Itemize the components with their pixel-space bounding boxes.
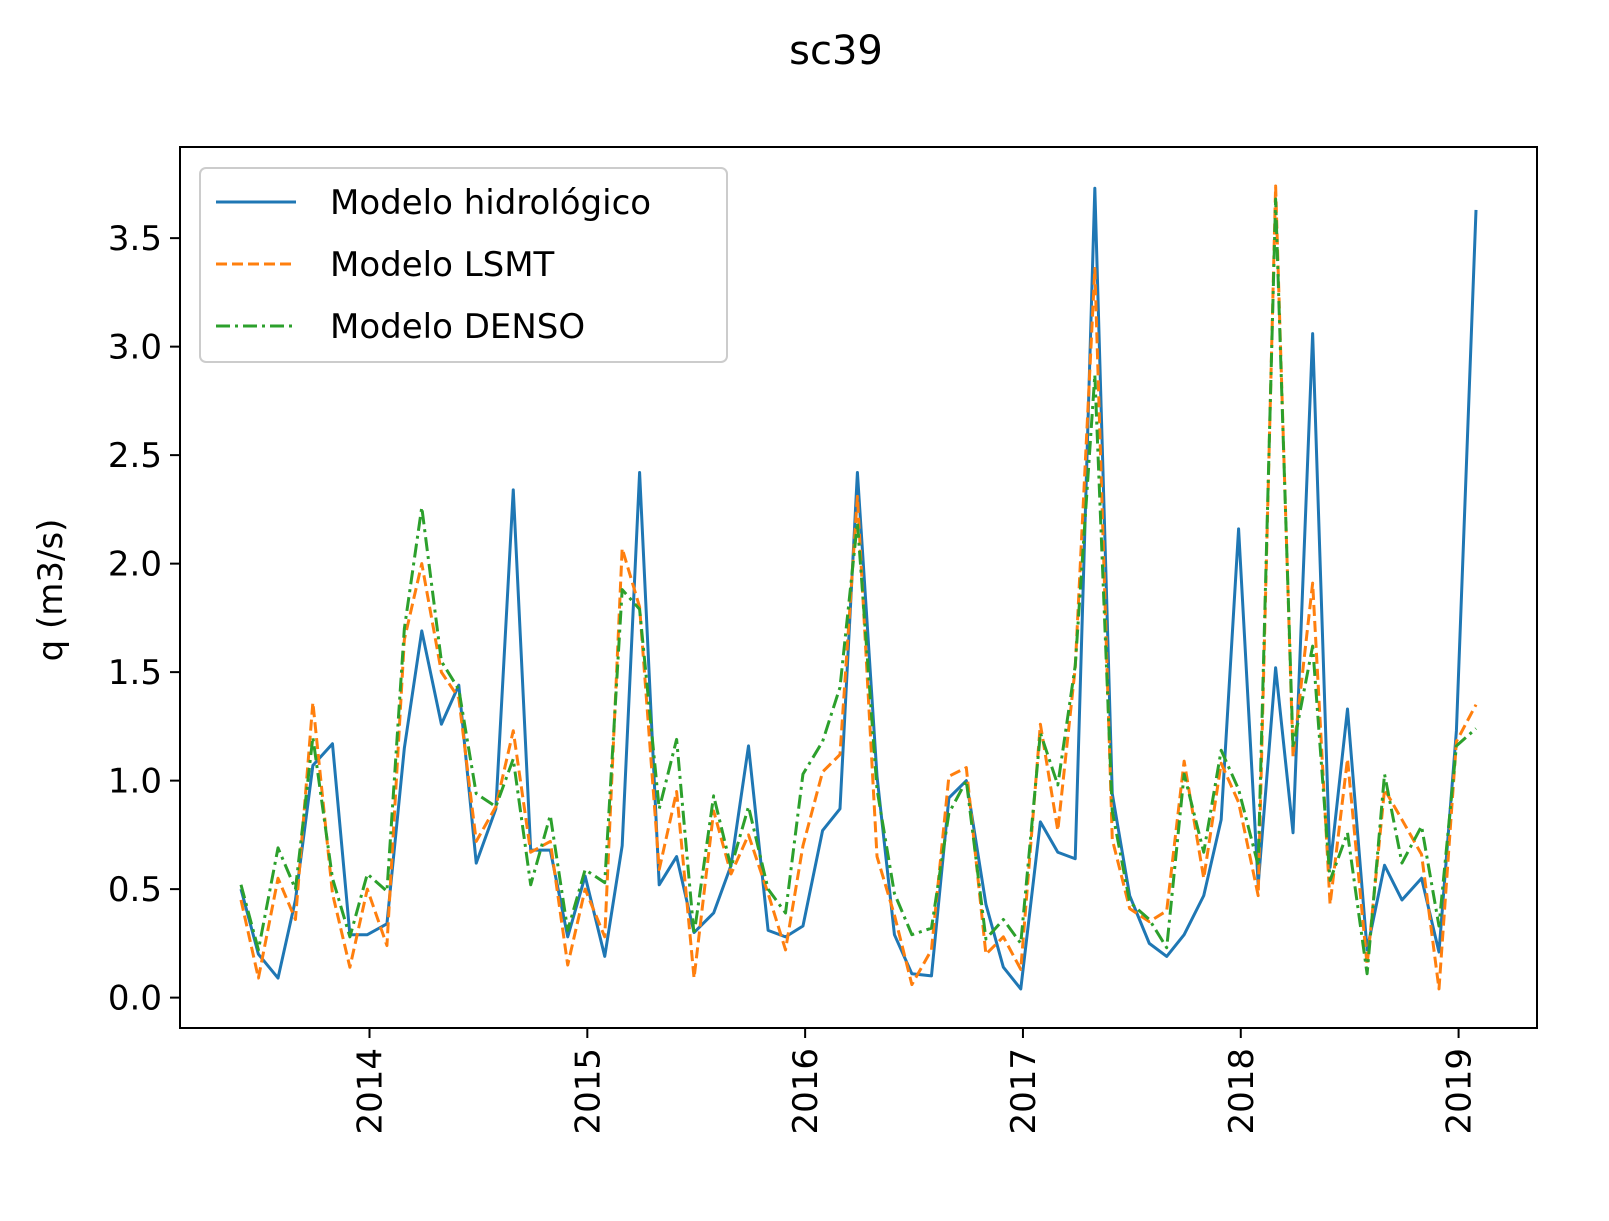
- y-tick-label: 0.5: [108, 870, 162, 910]
- y-tick-label: 1.5: [108, 653, 162, 693]
- y-tick-label: 2.0: [108, 545, 162, 585]
- y-tick-label: 0.0: [108, 979, 162, 1019]
- y-tick-label: 2.5: [108, 436, 162, 476]
- series-line: [239, 184, 1478, 991]
- x-tick-label: 2018: [1222, 1048, 1262, 1135]
- x-tick-label: 2016: [786, 1048, 826, 1135]
- chart-title: sc39: [789, 28, 883, 74]
- series-line: [239, 197, 1478, 976]
- y-axis-label: q (m3/s): [31, 519, 71, 662]
- legend-label: Modelo LSMT: [330, 245, 555, 285]
- series-line: [239, 186, 1478, 991]
- y-tick-label: 3.0: [108, 328, 162, 368]
- plot-frame: [179, 146, 1538, 1029]
- x-tick-label: 2017: [1004, 1048, 1044, 1135]
- y-tick-label: 1.0: [108, 762, 162, 802]
- legend-label: Modelo hidrológico: [330, 183, 651, 223]
- legend-label: Modelo DENSO: [330, 307, 585, 347]
- legend-box: [199, 167, 728, 363]
- x-tick-label: 2019: [1440, 1048, 1480, 1135]
- y-tick-label: 3.5: [108, 219, 162, 259]
- x-tick-label: 2015: [568, 1048, 608, 1135]
- x-tick-label: 2014: [351, 1048, 391, 1135]
